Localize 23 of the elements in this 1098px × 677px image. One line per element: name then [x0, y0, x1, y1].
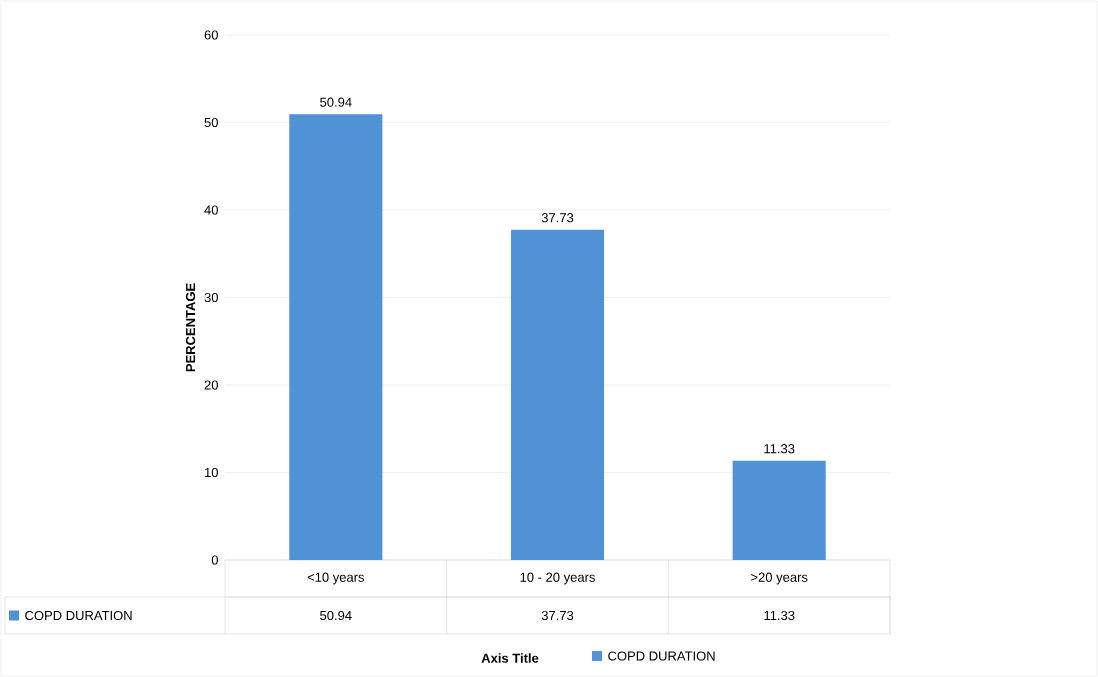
x-tick-label: >20 years [751, 572, 808, 585]
y-tick-label: 50 [204, 117, 218, 128]
y-tick-label: 40 [204, 205, 218, 215]
text: 50.94 [320, 97, 352, 107]
data-label: 50.94 [320, 610, 352, 621]
y-axis-title: PERCENTAGE [185, 283, 196, 372]
y-tick-label: 0 [211, 555, 218, 565]
text: 11.33 [764, 444, 795, 454]
y-tick-label: 20 [204, 380, 218, 390]
x-tick-label: 10 - 20 years [520, 572, 595, 585]
text: Axis Title [481, 653, 539, 663]
legend-label: COPD DURATION [608, 651, 715, 661]
text: COPD DURATION [25, 610, 132, 621]
x-tick-label: <10 years [307, 572, 365, 585]
data-label: 11.33 [764, 610, 795, 621]
text: 37.73 [541, 213, 574, 223]
data-label: 37.73 [541, 610, 574, 621]
y-tick-label: 30 [204, 292, 218, 303]
bar [732, 460, 826, 560]
y-tick-label: 60 [204, 30, 218, 40]
bar [289, 114, 383, 560]
bar [510, 229, 605, 560]
y-tick-label: 10 [204, 467, 218, 478]
